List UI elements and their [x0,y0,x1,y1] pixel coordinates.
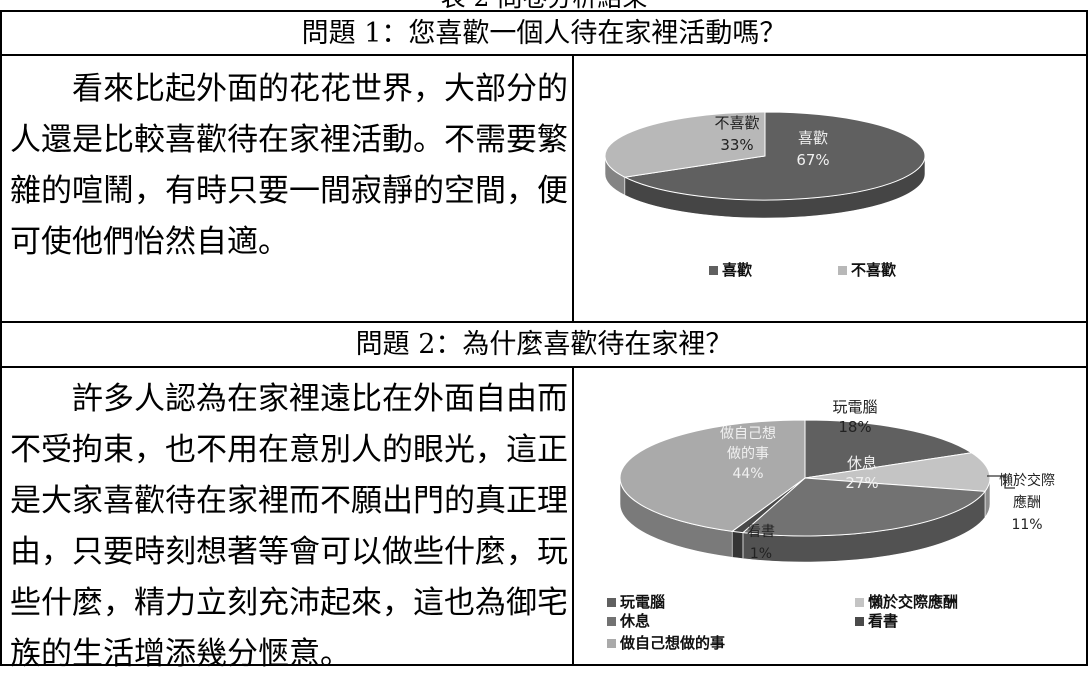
row-divider [0,366,1088,368]
q2-pie-slice-3 [741,477,986,537]
row-divider [0,321,1088,323]
q2-legend-item-3-text: 做自己想做的事 [619,634,725,652]
q2-legend-item-5-swatch [855,617,864,626]
q1-label-like-line-2: 67% [796,151,829,169]
q2-legend-item-1-swatch [607,598,616,607]
q2-legend-item-2-text: 休息 [619,612,650,630]
table-caption: 表 2 問卷分析結果 [0,0,1088,10]
q1-pie-slice-1 [623,111,926,201]
question-1-heading: 問題 1：您喜歡一個人待在家裡活動嗎？ [301,18,787,49]
q2-label-social-line-3: 11% [1011,517,1042,533]
q2-legend-item-4-swatch [855,598,864,607]
q2-label-rest-line-1: 休息 [847,454,877,472]
q1-legend-dislike-text: 不喜歡 [851,261,896,279]
q2-label-own-line-3: 44% [732,466,763,482]
q1-pie-slice-2 [604,111,766,178]
q2-label-computer-line-2: 18% [838,418,871,436]
q2-label-social-line-1: 懶於交際 [999,472,1055,489]
q2-label-social-line-2: 應酬 [1013,494,1041,511]
q2-legend-item-3-swatch [607,639,616,648]
q2-label-rest-line-2: 27% [845,474,878,492]
q2-label-own-line-2: 做的事 [727,446,769,462]
q2-pie-slice-side-4 [731,530,744,559]
q1-label-like-line-1: 喜歡 [798,129,828,147]
q2-legend-item-4-text: 懶於交際應酬 [868,593,958,611]
q2-label-books-line-1: 看書 [747,524,775,540]
question-2-pie-chart: 玩電腦18%懶於交際應酬11%休息27%看書1%做自己想做的事44%玩電腦休息做… [607,398,1055,652]
q1-legend-like-text: 喜歡 [722,261,752,279]
q1-legend-like-swatch [709,266,718,275]
q2-legend-item-5-text: 看書 [868,612,898,630]
q2-legend-item-2-swatch [607,617,616,626]
q2-pie-slice-1 [804,419,973,479]
question-2-paragraph: 許多人認為在家裡遠比在外面自由而不受拘束，也不用在意別人的眼光，這正是大家喜歡待… [10,381,568,672]
q2-leader-line [987,475,1015,489]
q2-label-computer-line-1: 玩電腦 [832,398,877,416]
question-2-heading: 問題 2：為什麼喜歡待在家裡？ [355,329,733,360]
question-1-paragraph: 看來比起外面的花花世界，大部分的人還是比較喜歡待在家裡活動。不需要繁雜的喧鬧，有… [10,71,568,260]
q2-label-own-line-1: 做自己想 [720,426,776,442]
q1-legend-dislike-swatch [838,266,847,275]
column-divider [572,55,574,322]
q1-label-dislike-line-1: 不喜歡 [714,114,759,132]
q2-legend-item-1-text: 玩電腦 [620,593,665,611]
q2-pie-slice-5 [619,419,806,532]
table-frame [0,10,1088,666]
column-divider [572,367,574,666]
q1-label-dislike-line-2: 33% [720,136,753,154]
q2-pie-slice-2 [804,452,991,492]
row-divider [0,54,1088,56]
q2-label-books-line-2: 1% [750,546,772,562]
